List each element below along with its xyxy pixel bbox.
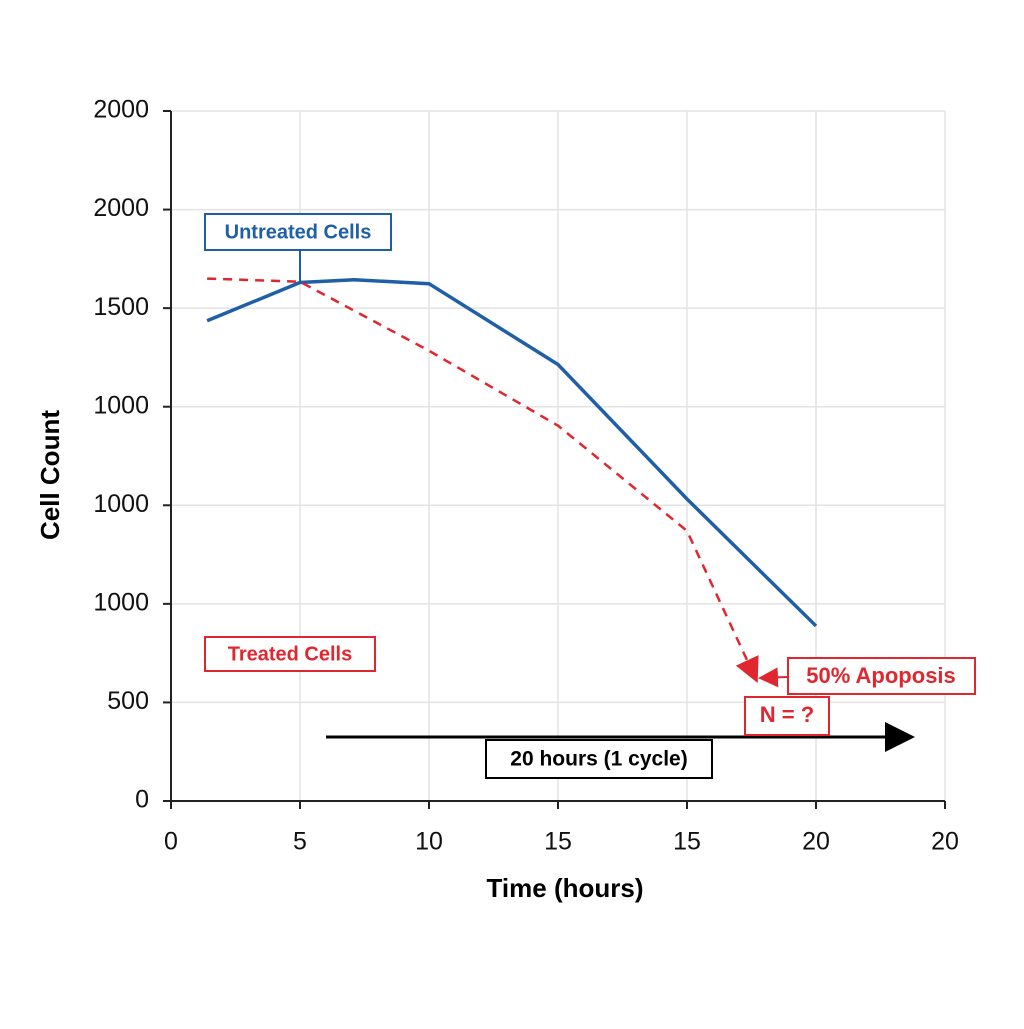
annotation: 50% Apoposis (806, 663, 956, 688)
annotation: 20 hours (1 cycle) (510, 748, 687, 771)
y-tick-label: 2000 (93, 194, 149, 222)
y-tick-label: 500 (107, 687, 149, 715)
y-tick-label: 1500 (93, 293, 149, 321)
series-line (207, 277, 759, 684)
x-tick-label: 15 (673, 828, 701, 856)
x-axis-label: Time (hours) (487, 873, 644, 903)
x-tick-label: 20 (931, 828, 959, 856)
series-line (206, 278, 818, 628)
series-label: Untreated Cells (225, 221, 372, 243)
annotation-arrow (758, 667, 788, 688)
y-axis-label: Cell Count (35, 410, 65, 540)
x-tick-label: 5 (293, 828, 307, 856)
label-box (204, 213, 392, 251)
x-tick-label: 15 (544, 828, 572, 856)
y-tick-label: 1000 (93, 391, 149, 419)
annotation-box (787, 657, 976, 695)
y-tick-label: 1000 (93, 490, 149, 518)
y-tick-label: 1000 (93, 588, 149, 616)
series-label: Treated Cells (228, 643, 353, 665)
x-tick-label: 20 (802, 828, 830, 856)
annotation-box (485, 739, 713, 779)
y-tick-label: 2000 (93, 96, 149, 124)
annotation: N = ? (760, 702, 814, 727)
label-box (204, 636, 376, 672)
x-tick-label: 0 (164, 828, 178, 856)
x-tick-label: 10 (415, 828, 443, 856)
y-tick-label: 0 (135, 786, 149, 814)
annotation-box (744, 696, 830, 736)
